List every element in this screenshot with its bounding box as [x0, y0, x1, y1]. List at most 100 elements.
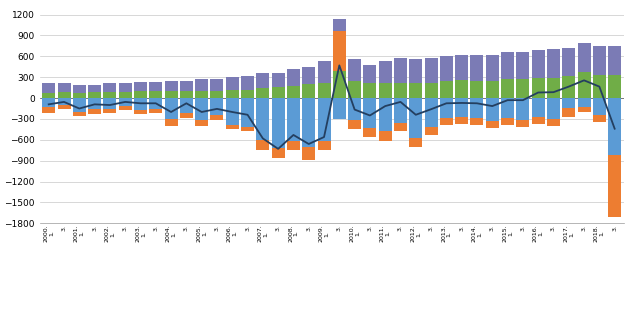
Bar [516, 79, 529, 98]
Bar [333, 71, 346, 98]
Bar [455, 98, 468, 117]
Bar [195, 91, 208, 98]
Bar [241, 90, 254, 98]
Bar [516, 98, 529, 120]
Bar [287, 69, 300, 86]
Bar [302, 67, 315, 84]
Bar [486, 55, 499, 81]
Bar [119, 106, 132, 109]
Bar [318, 61, 330, 83]
Bar [58, 98, 70, 105]
Bar [425, 127, 438, 135]
Bar [394, 84, 407, 98]
Bar [210, 115, 224, 120]
Bar [547, 78, 560, 98]
Bar [272, 73, 284, 87]
Bar [470, 55, 484, 81]
Bar [547, 49, 560, 78]
Bar [256, 73, 269, 88]
Bar [470, 118, 484, 125]
Bar [516, 120, 529, 127]
Bar [195, 79, 208, 91]
Bar [470, 81, 484, 98]
Bar [302, 84, 315, 98]
Bar [440, 81, 453, 98]
Bar [88, 109, 101, 114]
Bar [42, 107, 55, 113]
Bar [73, 112, 86, 116]
Bar [88, 85, 101, 92]
Bar [210, 79, 224, 91]
Bar [486, 98, 499, 121]
Bar [225, 90, 239, 98]
Bar [379, 84, 392, 98]
Bar [562, 98, 575, 108]
Bar [73, 93, 86, 98]
Bar [134, 92, 147, 98]
Bar [165, 81, 178, 92]
Bar [225, 124, 239, 129]
Bar [58, 84, 70, 92]
Bar [119, 92, 132, 98]
Bar [364, 83, 376, 98]
Bar [180, 113, 193, 118]
Bar [501, 52, 514, 79]
Bar [104, 98, 116, 108]
Bar [501, 79, 514, 98]
Bar [256, 88, 269, 98]
Bar [119, 83, 132, 92]
Bar [364, 65, 376, 83]
Bar [348, 120, 361, 129]
Bar [409, 98, 422, 138]
Bar [225, 98, 239, 124]
Bar [348, 98, 361, 120]
Bar [119, 98, 132, 106]
Bar [578, 98, 590, 107]
Bar [608, 155, 621, 217]
Bar [486, 121, 499, 128]
Bar [516, 52, 529, 79]
Bar [593, 115, 606, 122]
Bar [532, 117, 544, 124]
Bar [608, 98, 621, 155]
Bar [532, 78, 544, 98]
Bar [287, 141, 300, 150]
Bar [394, 98, 407, 123]
Bar [88, 92, 101, 98]
Bar [440, 98, 453, 118]
Bar [425, 98, 438, 127]
Bar [532, 50, 544, 78]
Bar [73, 85, 86, 93]
Bar [210, 91, 224, 98]
Bar [440, 56, 453, 81]
Bar [578, 72, 590, 98]
Bar [195, 98, 208, 120]
Bar [272, 148, 284, 158]
Bar [287, 98, 300, 141]
Bar [348, 81, 361, 98]
Bar [149, 98, 162, 108]
Bar [364, 98, 376, 128]
Bar [532, 98, 544, 117]
Bar [440, 118, 453, 125]
Bar [318, 83, 330, 98]
Bar [149, 82, 162, 92]
Bar [73, 98, 86, 112]
Bar [547, 119, 560, 126]
Bar [379, 61, 392, 84]
Bar [333, 19, 346, 31]
Bar [302, 98, 315, 147]
Bar [562, 76, 575, 98]
Bar [149, 108, 162, 113]
Bar [42, 98, 55, 107]
Bar [225, 77, 239, 90]
Bar [333, 31, 346, 71]
Bar [455, 55, 468, 80]
Bar [134, 82, 147, 92]
Bar [149, 92, 162, 98]
Bar [134, 98, 147, 110]
Bar [593, 46, 606, 75]
Bar [409, 59, 422, 84]
Bar [58, 92, 70, 98]
Bar [165, 92, 178, 98]
